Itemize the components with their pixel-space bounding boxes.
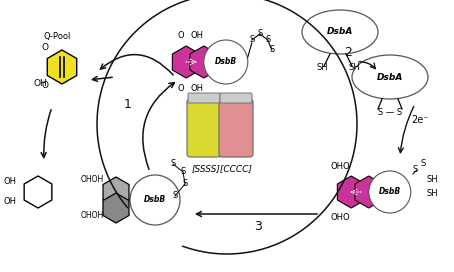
Text: S: S bbox=[412, 165, 417, 174]
Text: OH: OH bbox=[3, 197, 16, 206]
FancyBboxPatch shape bbox=[219, 99, 253, 157]
Text: S: S bbox=[420, 159, 425, 168]
Text: 2: 2 bbox=[344, 45, 352, 58]
Text: S: S bbox=[257, 29, 262, 39]
Text: [SSSS][CCCC]: [SSSS][CCCC] bbox=[192, 164, 252, 173]
Polygon shape bbox=[190, 46, 217, 78]
Text: DsbB: DsbB bbox=[144, 196, 166, 205]
Text: DsbB: DsbB bbox=[215, 57, 237, 66]
Text: OHO: OHO bbox=[331, 162, 350, 171]
Polygon shape bbox=[47, 50, 77, 84]
Text: S: S bbox=[249, 36, 254, 45]
Text: S: S bbox=[183, 180, 188, 188]
Text: S: S bbox=[269, 45, 274, 54]
FancyBboxPatch shape bbox=[220, 93, 252, 103]
Text: OH: OH bbox=[3, 178, 16, 187]
Text: OHO: OHO bbox=[331, 213, 350, 222]
Text: SH: SH bbox=[427, 189, 439, 198]
Text: OH: OH bbox=[33, 79, 47, 88]
Ellipse shape bbox=[352, 55, 428, 99]
Text: SH: SH bbox=[427, 175, 439, 184]
Circle shape bbox=[130, 175, 180, 225]
Text: 3: 3 bbox=[254, 221, 262, 233]
Text: S: S bbox=[170, 159, 176, 168]
Text: SH: SH bbox=[316, 63, 328, 72]
Text: S — S: S — S bbox=[378, 108, 402, 117]
Polygon shape bbox=[103, 193, 129, 223]
Circle shape bbox=[204, 40, 248, 84]
Text: Q-Pool: Q-Pool bbox=[43, 32, 71, 41]
Text: OH: OH bbox=[190, 84, 203, 93]
Text: S: S bbox=[180, 168, 186, 177]
FancyBboxPatch shape bbox=[187, 99, 221, 157]
Text: O: O bbox=[178, 31, 184, 40]
Text: OHOH: OHOH bbox=[80, 211, 104, 220]
Polygon shape bbox=[355, 176, 383, 208]
Text: DsbA: DsbA bbox=[327, 27, 353, 36]
Polygon shape bbox=[103, 177, 129, 207]
Text: O: O bbox=[41, 82, 48, 91]
Polygon shape bbox=[24, 176, 52, 208]
Text: DsbB: DsbB bbox=[379, 187, 401, 196]
Text: OHOH: OHOH bbox=[80, 175, 104, 184]
Text: SH: SH bbox=[348, 63, 360, 72]
Text: 1: 1 bbox=[124, 97, 132, 110]
Text: O: O bbox=[178, 84, 184, 93]
Circle shape bbox=[369, 171, 411, 213]
Ellipse shape bbox=[302, 10, 378, 54]
Text: S: S bbox=[173, 191, 178, 200]
Text: S: S bbox=[265, 36, 271, 45]
FancyBboxPatch shape bbox=[188, 93, 220, 103]
Polygon shape bbox=[337, 176, 365, 208]
Text: O: O bbox=[41, 44, 48, 52]
Polygon shape bbox=[173, 46, 200, 78]
Text: 2e⁻: 2e⁻ bbox=[411, 115, 429, 125]
Text: DsbA: DsbA bbox=[377, 73, 403, 82]
Text: OH: OH bbox=[190, 31, 203, 40]
